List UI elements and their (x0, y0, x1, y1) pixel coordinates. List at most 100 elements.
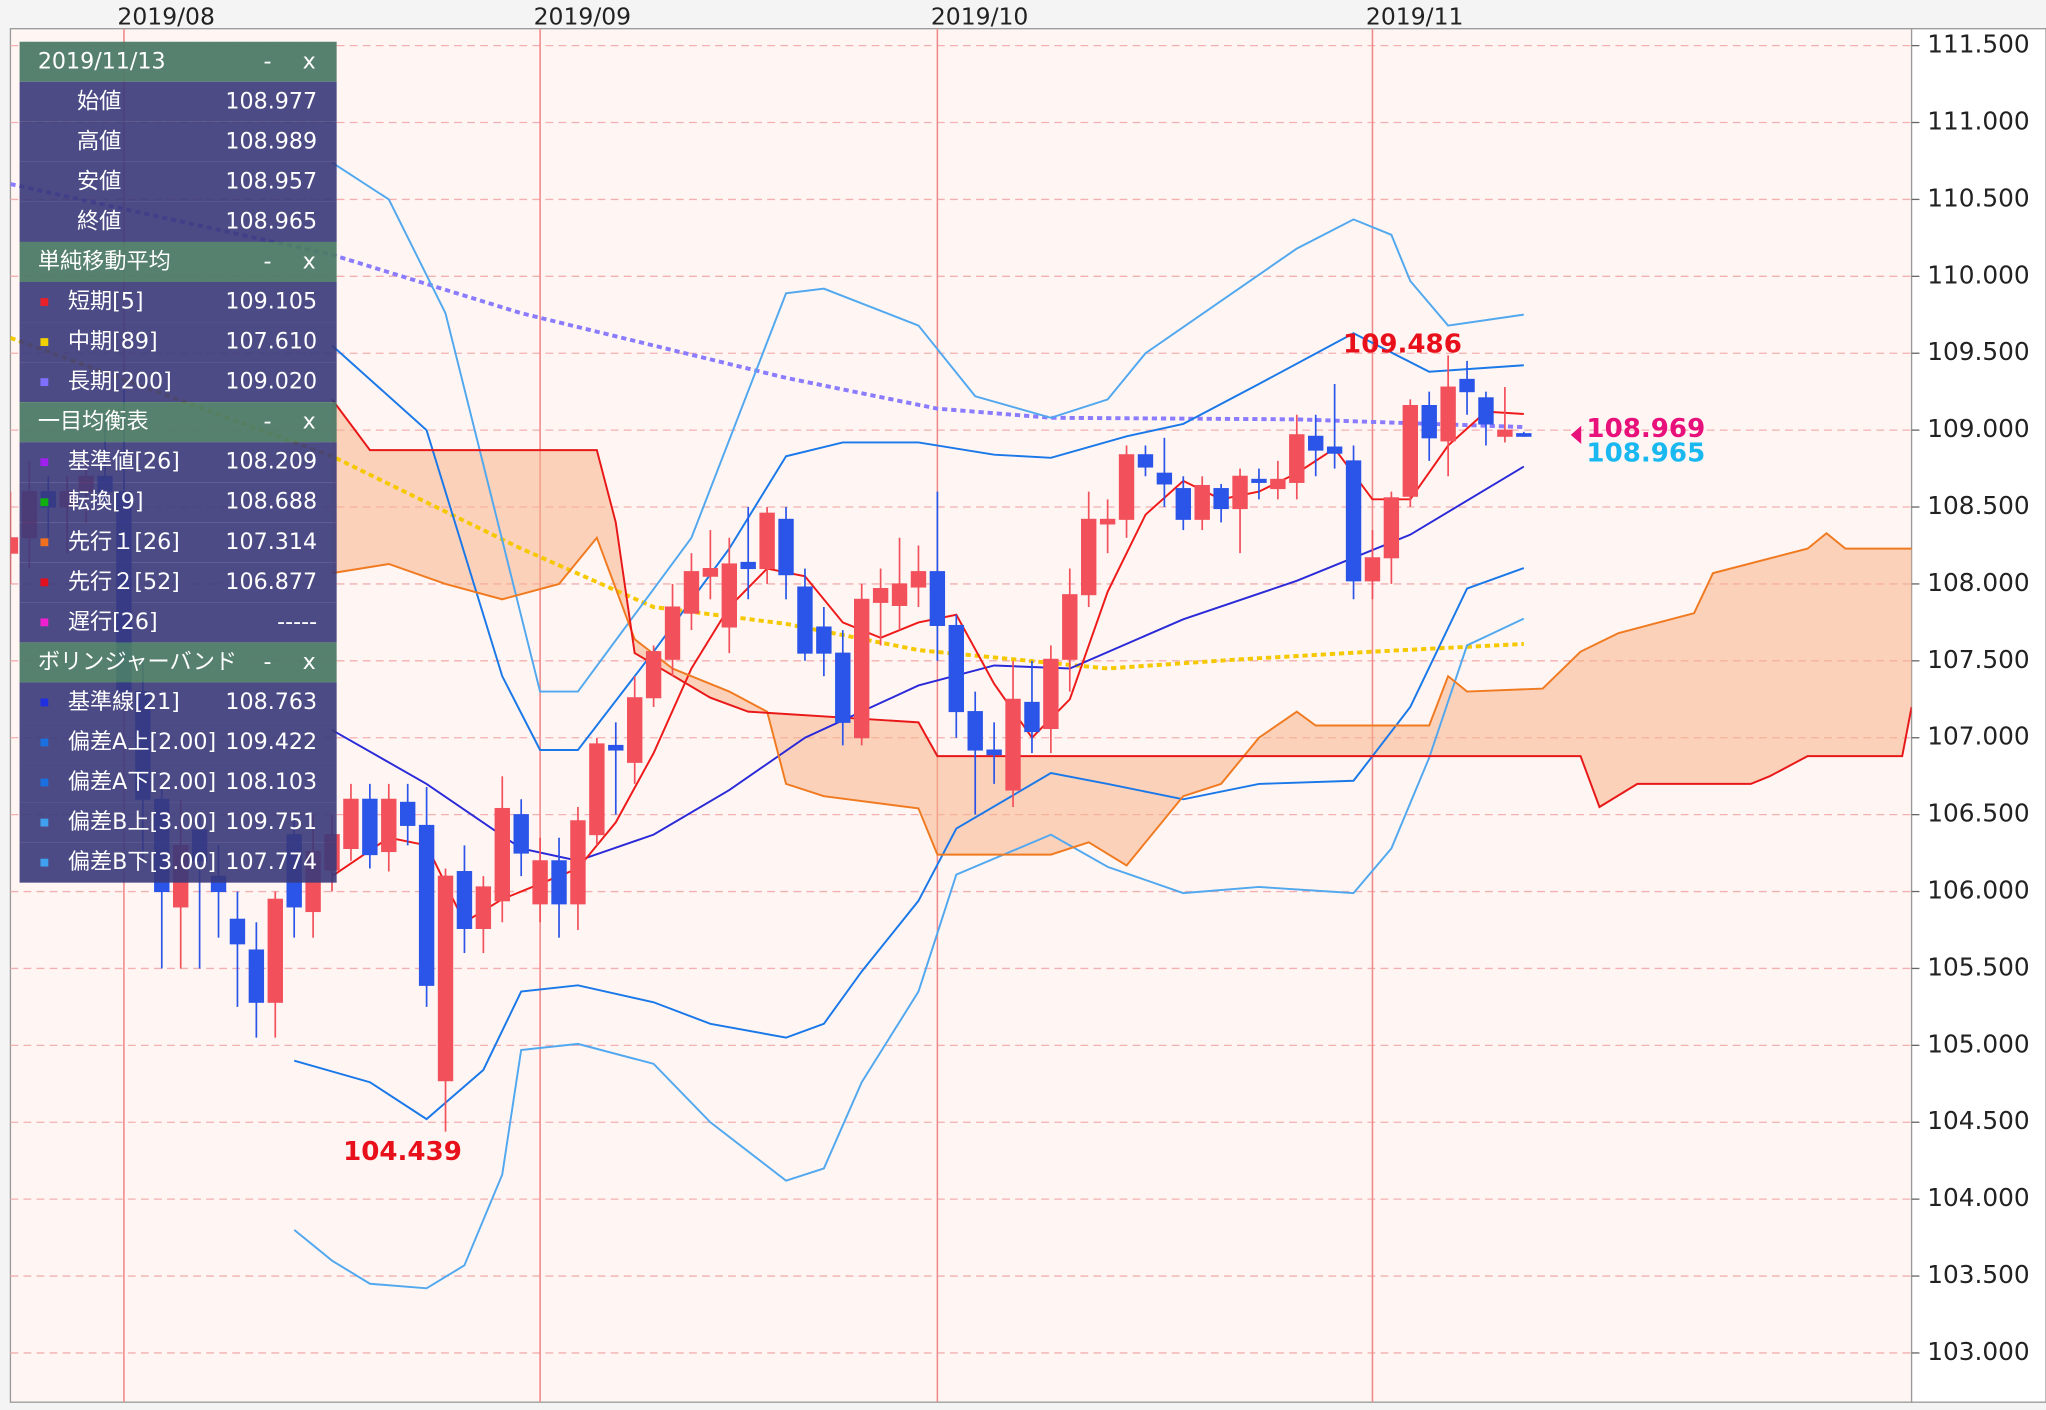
panel-row (19, 562, 337, 603)
row-value: 106.877 (225, 569, 317, 595)
panel-row (19, 362, 337, 403)
row-label: 転換[9] (68, 489, 144, 515)
row-label: 終値 (77, 208, 121, 234)
row-label: 遅行[26] (68, 609, 158, 635)
candle-body (1308, 435, 1324, 451)
row-label: 始値 (77, 88, 121, 114)
row-value: 107.610 (225, 329, 317, 355)
panel-header (19, 402, 337, 443)
panel-title: 一目均衡表 (38, 409, 149, 435)
minimize-button[interactable]: - (263, 409, 271, 435)
y-tick-label: 107.500 (1927, 645, 2029, 674)
high-label: 109.486 (1343, 329, 1462, 359)
candle-body (475, 886, 492, 929)
row-label: 偏差B上[3.00] (68, 809, 216, 835)
panel-header (19, 41, 337, 82)
y-tick-label: 106.500 (1927, 799, 2029, 828)
row-label: 基準値[26] (68, 449, 180, 475)
price-label: 108.969 (1586, 414, 1705, 444)
candle-body (1194, 484, 1210, 520)
ichimoku-cloud (332, 399, 1912, 866)
panel-row (19, 81, 337, 122)
panel-row (19, 682, 337, 723)
row-label: 偏差A上[2.00] (68, 729, 216, 755)
candle-body (797, 586, 813, 654)
minimize-button[interactable]: - (263, 248, 271, 274)
indicator-line (331, 398, 1912, 809)
panel-row (19, 201, 337, 242)
legend-swatch (40, 298, 49, 306)
panel-row (19, 842, 337, 883)
row-value: 109.751 (225, 809, 317, 835)
y-tick-label: 106.000 (1927, 876, 2029, 905)
x-tick-label: 2019/11 (1366, 3, 1464, 31)
candle-body (816, 626, 832, 654)
panel-header (19, 241, 337, 282)
candle-body (10, 537, 19, 554)
legend-swatch (40, 738, 49, 747)
close-button[interactable]: x (303, 649, 316, 675)
candle-body (910, 571, 927, 588)
candle-body (683, 571, 700, 614)
candle-body (1024, 701, 1040, 733)
legend-swatch (40, 378, 49, 387)
panel-row (19, 282, 337, 323)
legend-swatch (40, 698, 49, 707)
candle-body (740, 561, 756, 570)
candle-body (1383, 497, 1400, 559)
panel-row (19, 161, 337, 202)
candle-body (1099, 518, 1116, 525)
row-value: 108.103 (225, 769, 317, 795)
row-value: 107.774 (225, 849, 317, 875)
candle-body (872, 588, 889, 603)
candle-body (1459, 378, 1475, 393)
candle-body (702, 568, 719, 577)
candle-body (721, 563, 737, 628)
candle-body (1478, 397, 1494, 425)
indicator-line (331, 332, 1524, 751)
candle-body (1175, 488, 1191, 520)
indicator-line (10, 182, 1524, 429)
legend-swatch (40, 578, 49, 587)
candle-body (1005, 698, 1021, 791)
candle-body (494, 807, 510, 902)
y-tick-label: 109.000 (1927, 414, 2029, 443)
candle-body (1364, 557, 1381, 582)
candle-body (1497, 429, 1513, 437)
candle-body (1062, 594, 1078, 660)
close-button[interactable]: x (303, 48, 316, 74)
legend-swatch (40, 618, 49, 627)
candle-body (1137, 454, 1154, 468)
indicator-line (293, 567, 1525, 1121)
x-tick-label: 2019/08 (117, 3, 215, 31)
candle-body (1232, 475, 1248, 510)
candle-body (381, 798, 397, 853)
indicator-line (331, 531, 1912, 867)
candle-body (513, 814, 529, 854)
y-tick-label: 108.000 (1927, 568, 2029, 597)
row-value: 109.020 (225, 369, 317, 395)
x-tick-label: 2019/10 (931, 3, 1029, 31)
row-label: 短期[5] (68, 289, 144, 315)
indicator-line (10, 335, 1524, 671)
candle-body (1326, 446, 1343, 454)
row-value: 108.965 (225, 208, 317, 234)
minimize-button[interactable]: - (263, 48, 271, 74)
legend-swatch (40, 858, 49, 867)
close-button[interactable]: x (303, 248, 316, 274)
y-tick-label: 103.500 (1927, 1260, 2029, 1289)
candle-body (1345, 460, 1362, 582)
row-label: 長期[200] (68, 369, 172, 395)
candle-body (437, 875, 454, 1082)
candle-body (551, 860, 567, 905)
candle-body (1440, 386, 1456, 442)
y-tick-label: 105.500 (1927, 952, 2029, 981)
minimize-button[interactable]: - (263, 649, 271, 675)
labels: 103.000 103.500 104.000 104.500 105.000 105.5… (117, 3, 2029, 1366)
row-value: 108.209 (225, 449, 317, 475)
candle-body (418, 824, 435, 986)
candle-body (1516, 433, 1532, 437)
close-button[interactable]: x (303, 409, 316, 435)
candle-body (778, 518, 794, 576)
